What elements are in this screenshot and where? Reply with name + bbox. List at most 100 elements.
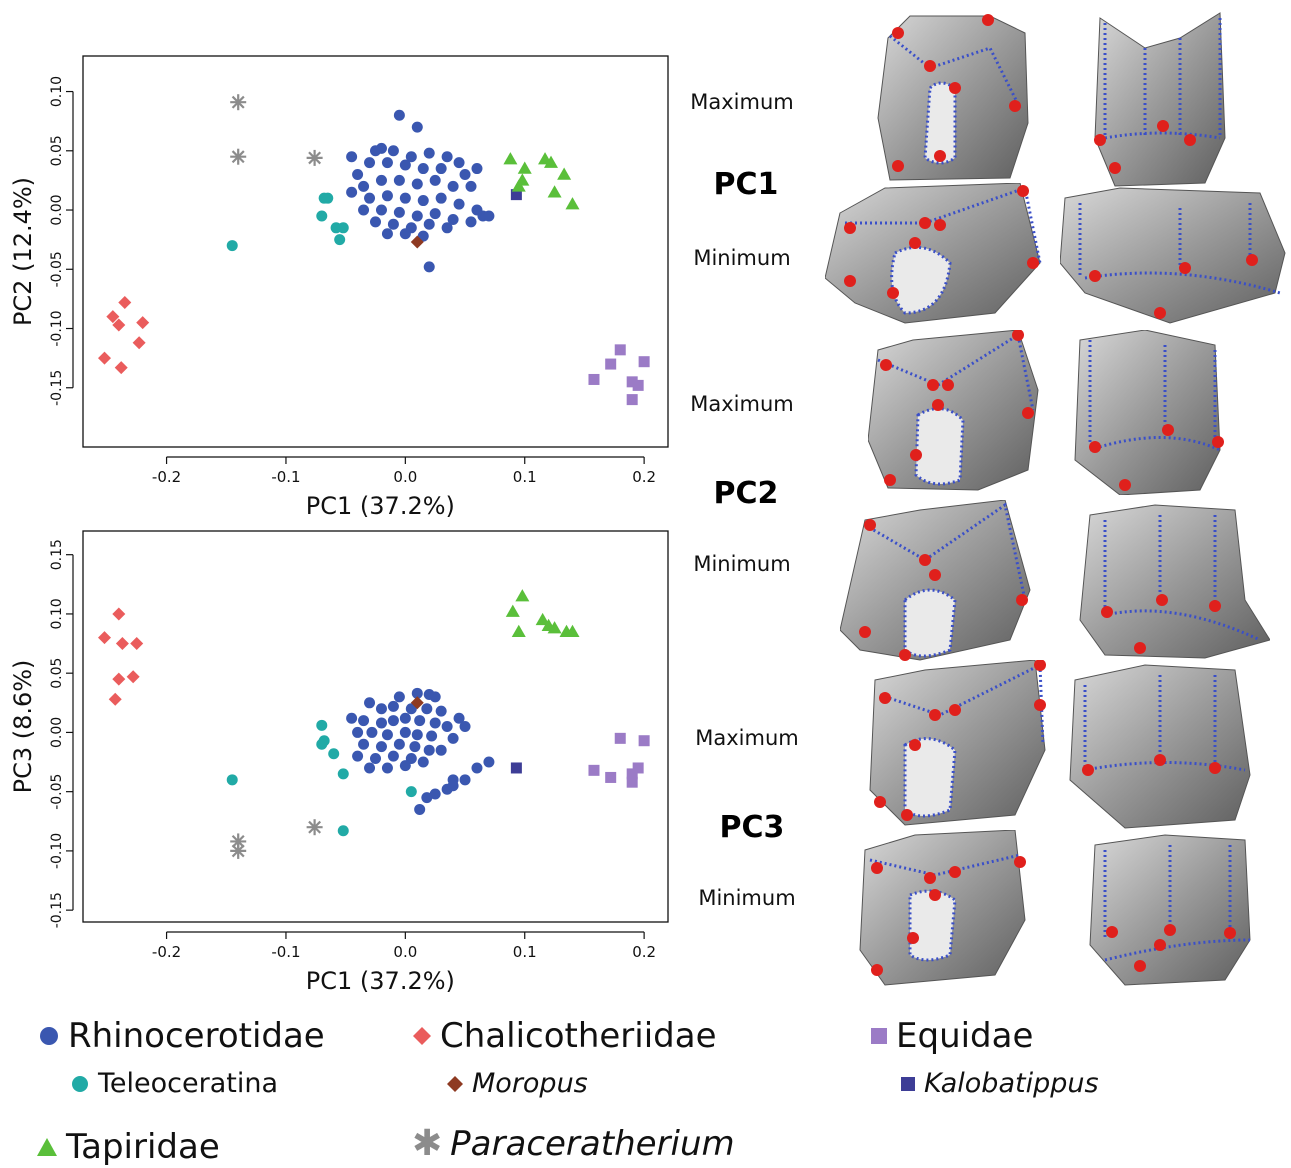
plot-frame xyxy=(82,530,669,923)
data-point xyxy=(337,768,349,780)
data-point xyxy=(399,192,411,204)
pc1-maximum-front-bone-render xyxy=(877,14,1029,181)
legend-item-moropus: Moropus xyxy=(446,1068,588,1099)
data-point xyxy=(316,210,328,222)
y-tick-label: -0.15 xyxy=(49,370,65,406)
pc2-minimum-label: Minimum xyxy=(693,552,791,576)
data-point xyxy=(557,167,572,180)
pc3-maximum-back-bone-render xyxy=(1069,664,1251,829)
data-point xyxy=(334,234,346,246)
data-point xyxy=(306,819,323,836)
legend-circle-icon xyxy=(72,1075,88,1092)
x-axis: -0.2 -0.1 0.0 0.1 0.2 xyxy=(152,456,656,486)
data-point xyxy=(346,712,358,724)
data-point xyxy=(387,145,399,157)
data-point xyxy=(352,750,364,762)
data-point xyxy=(626,768,638,780)
data-point xyxy=(381,157,393,169)
asterisk-stroke xyxy=(231,844,245,858)
data-point xyxy=(381,762,393,774)
pc3-maximum-label: Maximum xyxy=(695,726,799,750)
data-point xyxy=(108,692,122,706)
data-point xyxy=(423,147,435,159)
x-tick-label: -0.1 xyxy=(271,943,300,961)
pc1-minimum-front-bone-render xyxy=(825,183,1042,324)
legend-label-chalicotheriidae: Chalicotheriidae xyxy=(440,1016,717,1056)
x-axis-title: PC1 (37.2%) xyxy=(306,492,455,520)
data-point xyxy=(364,697,376,709)
pc1-maximum-label: Maximum xyxy=(690,90,794,114)
data-point xyxy=(471,762,483,774)
data-point xyxy=(381,190,393,202)
series-rhinocerotidae xyxy=(346,687,495,815)
data-point xyxy=(375,174,387,186)
data-point xyxy=(511,179,526,192)
data-point xyxy=(632,762,644,774)
legend-circle-icon xyxy=(40,1027,58,1045)
series-paraceratherium xyxy=(230,94,323,166)
data-point xyxy=(410,235,424,249)
data-point xyxy=(547,185,562,198)
data-point xyxy=(638,735,650,747)
legend-item-kalobatippus: Kalobatippus xyxy=(900,1068,1099,1099)
data-point xyxy=(114,361,128,375)
x-tick-label: 0.1 xyxy=(513,943,537,961)
data-point xyxy=(447,732,459,744)
data-point xyxy=(429,717,441,729)
data-point xyxy=(375,703,387,715)
series-teleoceratina xyxy=(226,192,349,252)
data-point xyxy=(626,776,638,788)
data-point xyxy=(230,148,247,165)
data-point xyxy=(435,192,447,204)
data-point xyxy=(414,803,426,815)
pc3-maximum-front-bone-render xyxy=(869,660,1046,826)
data-point xyxy=(364,157,376,169)
data-point xyxy=(429,174,441,186)
x-tick-label: 0.2 xyxy=(632,943,656,961)
data-point xyxy=(503,152,518,165)
data-point xyxy=(358,180,370,192)
data-point xyxy=(370,216,381,228)
x-tick-label: 0.1 xyxy=(513,468,537,486)
data-point xyxy=(483,756,495,768)
data-point xyxy=(405,786,417,798)
data-point xyxy=(417,195,429,207)
pc3-minimum-label: Minimum xyxy=(698,886,796,910)
series-equidae xyxy=(588,344,650,406)
data-point xyxy=(328,748,340,760)
scatter-plot-1: -0.2 -0.1 0.0 0.1 0.2 PC1 (37.2%) 0.10 0.05 0.00… xyxy=(9,55,669,520)
data-point xyxy=(132,336,146,350)
data-point xyxy=(426,730,438,742)
x-tick-label: 0.0 xyxy=(393,468,417,486)
series-moropus xyxy=(410,235,424,249)
data-point xyxy=(471,163,483,175)
data-point xyxy=(387,700,399,712)
data-point xyxy=(393,738,405,750)
data-point xyxy=(393,174,405,186)
data-point xyxy=(97,631,111,645)
y-tick-label: -0.10 xyxy=(49,310,65,346)
legend-label-kalobatippus: Kalobatippus xyxy=(924,1068,1099,1099)
asterisk-stroke xyxy=(308,151,322,165)
x-axis: -0.2 -0.1 0.0 0.1 0.2 xyxy=(152,931,656,961)
data-point xyxy=(614,344,626,356)
x-tick-label: -0.2 xyxy=(152,943,181,961)
data-point xyxy=(435,744,447,756)
y-tick-label: -0.05 xyxy=(49,251,65,287)
asterisk-stroke xyxy=(308,820,322,834)
data-point xyxy=(337,222,349,234)
data-point xyxy=(447,780,459,792)
data-point xyxy=(588,764,600,776)
data-point xyxy=(547,621,562,634)
data-point xyxy=(375,717,387,729)
data-point xyxy=(370,752,381,764)
pc2-maximum-back-bone-render xyxy=(1074,330,1224,495)
legend-item-rhinocerotidae: Rhinocerotidae xyxy=(38,1016,325,1056)
series-kalobatippus xyxy=(510,189,522,201)
data-point xyxy=(316,738,328,750)
data-point xyxy=(318,192,330,204)
y-tick-label: -0.10 xyxy=(49,833,65,869)
data-point xyxy=(118,295,132,309)
legend-asterisk-icon: ✱ xyxy=(412,1123,443,1164)
